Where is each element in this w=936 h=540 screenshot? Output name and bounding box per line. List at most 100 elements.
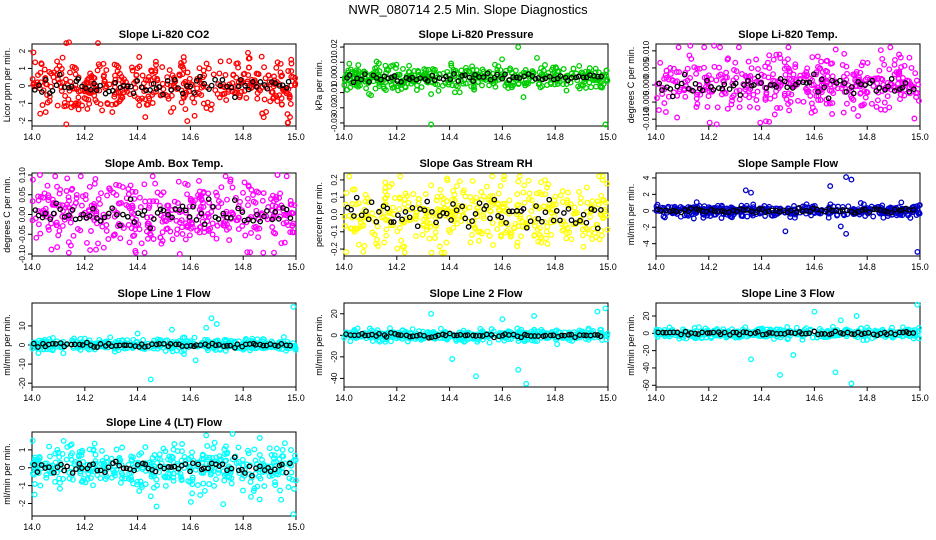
data-point <box>396 206 403 213</box>
data-point <box>267 98 274 105</box>
data-point-reference <box>862 82 868 88</box>
data-point-reference <box>385 75 391 82</box>
data-point <box>429 66 436 73</box>
data-point <box>781 90 788 97</box>
data-point-reference <box>160 207 167 214</box>
data-point-reference <box>424 198 431 205</box>
data-point <box>750 91 757 98</box>
data-point-reference <box>147 225 154 231</box>
data-point <box>729 97 735 104</box>
data-point <box>171 441 178 447</box>
data-point <box>602 305 609 312</box>
data-point-reference <box>580 211 587 218</box>
data-point <box>525 177 532 184</box>
data-point <box>450 76 456 83</box>
data-point <box>59 79 66 86</box>
data-point <box>288 68 295 75</box>
data-point <box>784 56 791 63</box>
data-point <box>220 501 227 508</box>
data-point <box>250 192 256 198</box>
data-point <box>145 77 152 84</box>
data-point <box>400 65 406 72</box>
data-point <box>139 95 146 102</box>
data-point <box>129 67 136 74</box>
data-point <box>458 67 465 74</box>
data-point <box>580 243 587 250</box>
data-point-reference <box>685 85 692 92</box>
y-tick-label: -1 <box>18 99 27 107</box>
data-point <box>426 235 433 242</box>
data-point <box>77 227 84 234</box>
data-point <box>269 207 276 214</box>
data-point <box>674 78 681 85</box>
data-point <box>592 65 599 72</box>
data-point <box>515 178 522 185</box>
x-tick-label: 14.6 <box>182 132 200 142</box>
data-point <box>598 192 605 199</box>
data-point-reference <box>232 94 238 101</box>
data-point <box>451 89 458 96</box>
data-point <box>362 198 369 205</box>
data-point <box>394 245 401 252</box>
data-point-reference <box>681 71 688 78</box>
data-point-reference <box>212 76 218 83</box>
data-point <box>706 119 713 126</box>
data-point <box>543 228 550 235</box>
data-point <box>844 70 850 77</box>
data-point <box>91 440 98 447</box>
data-point-reference <box>217 82 224 89</box>
data-point <box>521 199 528 206</box>
data-point <box>454 83 461 90</box>
x-tick-label: 14.8 <box>546 262 564 272</box>
x-tick-label: 14.0 <box>335 132 353 142</box>
data-point <box>391 194 398 201</box>
data-point <box>100 244 107 251</box>
data-point <box>506 197 513 204</box>
data-point <box>383 232 390 239</box>
data-point <box>534 54 540 61</box>
data-point <box>281 440 288 447</box>
data-point <box>853 313 860 319</box>
data-point <box>233 60 240 67</box>
data-point-reference <box>261 82 268 88</box>
data-point <box>593 234 599 241</box>
x-tick-label: 14.4 <box>441 262 459 272</box>
data-point-reference <box>264 85 271 92</box>
data-point-reference <box>257 218 264 225</box>
data-point <box>667 71 674 77</box>
data-point <box>178 60 185 66</box>
data-point <box>52 173 59 180</box>
data-point <box>110 232 117 239</box>
data-point <box>104 100 111 107</box>
data-point <box>815 64 821 70</box>
data-point <box>352 69 358 76</box>
data-point <box>176 219 183 226</box>
data-point <box>191 112 198 119</box>
data-point <box>467 239 474 246</box>
data-point-reference <box>131 219 138 225</box>
data-point <box>437 186 444 193</box>
data-point <box>675 44 682 51</box>
data-point <box>782 228 789 235</box>
data-point <box>189 224 196 231</box>
data-point-reference <box>101 214 108 221</box>
data-point <box>893 69 900 76</box>
data-point <box>901 92 908 99</box>
data-point <box>826 87 833 94</box>
y-axis-label: degrees C per min. <box>2 176 12 253</box>
data-point-reference <box>190 203 196 210</box>
y-axis-label: ml/min per min. <box>2 314 12 376</box>
data-point <box>461 203 467 210</box>
data-point <box>864 89 871 96</box>
data-point <box>117 479 124 486</box>
data-point <box>244 195 251 202</box>
data-point <box>870 83 877 89</box>
data-point <box>546 204 553 211</box>
data-point-reference <box>377 76 384 83</box>
data-point <box>95 240 101 247</box>
data-point <box>205 65 212 72</box>
data-point <box>103 227 110 234</box>
data-point <box>251 446 258 453</box>
data-point-reference <box>65 84 72 91</box>
